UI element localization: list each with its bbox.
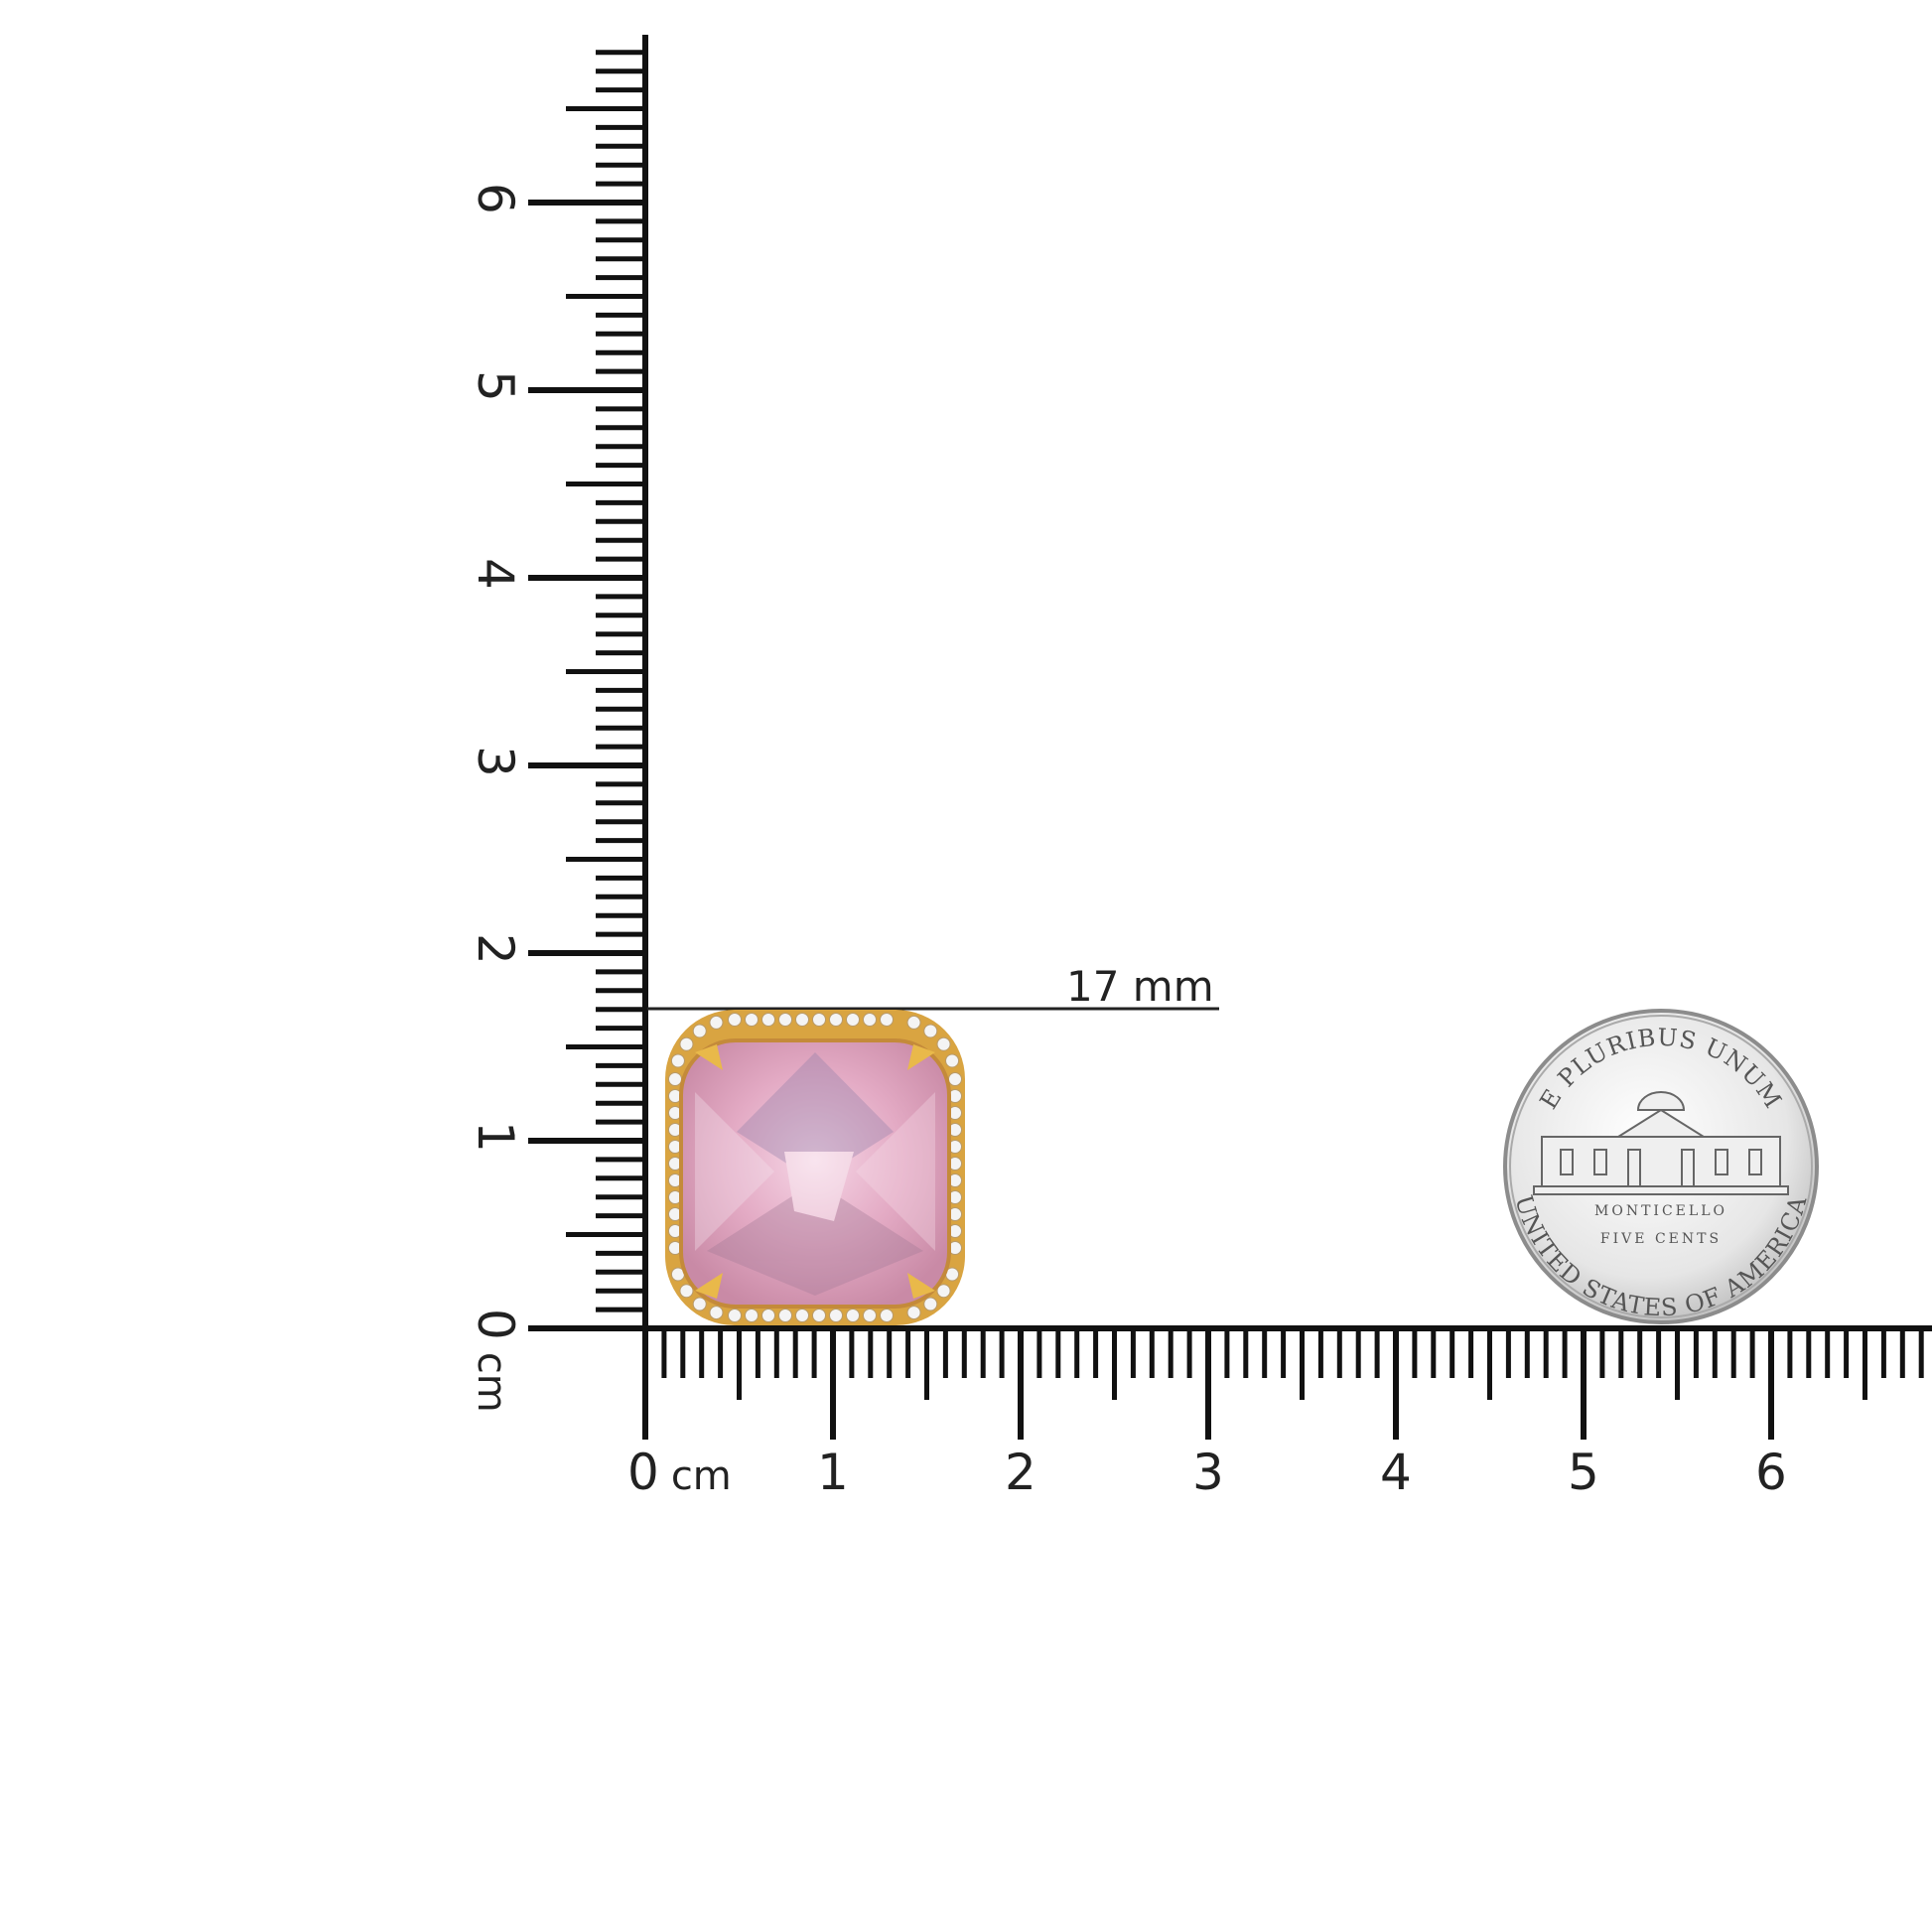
halo-diamond: [692, 1024, 707, 1038]
halo-diamond: [761, 1013, 775, 1027]
halo-diamond: [880, 1309, 894, 1322]
horizontal-ruler-label: 0 cm: [627, 1444, 732, 1501]
halo-diamond: [846, 1309, 860, 1322]
pink-gemstone: [679, 1038, 951, 1309]
halo-diamond: [778, 1013, 792, 1027]
halo-diamond: [829, 1013, 843, 1027]
monticello-building: [1533, 1091, 1789, 1195]
prong: [907, 1273, 935, 1299]
coin-denomination: FIVE CENTS: [1600, 1231, 1722, 1247]
horizontal-ruler: [642, 1325, 1932, 1440]
halo-diamond: [709, 1015, 724, 1030]
gem-facets: [695, 1052, 935, 1296]
halo-diamond: [829, 1309, 843, 1322]
halo-diamond: [880, 1013, 894, 1027]
halo-diamond: [863, 1013, 877, 1027]
halo-diamond: [670, 1053, 685, 1068]
halo-diamond: [846, 1013, 860, 1027]
nickel-coin: E PLURIBUS UNUM MONTICELLO FIVE CENTS UN…: [1503, 1009, 1819, 1324]
vertical-ruler-label: 0cm: [467, 1309, 524, 1413]
halo-diamond: [761, 1309, 775, 1322]
vertical-ruler-label: 5: [467, 370, 524, 402]
vertical-ruler-label: 4: [467, 558, 524, 590]
halo-diamond: [795, 1013, 809, 1027]
halo-diamond: [679, 1036, 694, 1051]
halo-diamond: [936, 1284, 951, 1299]
prong: [907, 1044, 935, 1070]
halo-diamond: [945, 1053, 960, 1068]
halo-diamond: [668, 1072, 682, 1086]
halo-diamond: [692, 1297, 707, 1311]
halo-diamond: [728, 1309, 742, 1322]
vertical-ruler-label: 6: [467, 183, 524, 214]
halo-diamond: [812, 1013, 826, 1027]
halo-diamond: [709, 1306, 724, 1320]
vertical-ruler-labels: 0cm 1 2 3 4 5 6: [467, 183, 524, 1413]
halo-diamond: [923, 1297, 938, 1311]
horizontal-ruler-label: 5: [1568, 1444, 1599, 1501]
horizontal-ruler-labels: 0 cm 1 2 3 4 5 6: [627, 1444, 1787, 1501]
vertical-ruler-label: 1: [467, 1121, 524, 1153]
horizontal-ruler-label: 3: [1192, 1444, 1224, 1501]
horizontal-ruler-label: 2: [1005, 1444, 1036, 1501]
vertical-ruler-label: 3: [467, 746, 524, 777]
horizontal-ruler-label: 1: [817, 1444, 849, 1501]
halo-diamond: [936, 1036, 951, 1051]
halo-diamond: [745, 1013, 759, 1027]
vertical-ruler-label: 2: [467, 933, 524, 965]
halo-diamond: [745, 1309, 759, 1322]
prong: [695, 1044, 723, 1070]
diamond-halo: [668, 1013, 962, 1322]
halo-diamond: [906, 1306, 921, 1320]
halo-diamond: [923, 1024, 938, 1038]
halo-diamond: [778, 1309, 792, 1322]
dimension-label: 17 mm: [1066, 962, 1214, 1011]
gemstone-ring: [665, 1010, 965, 1325]
vertical-ruler: [528, 35, 648, 1331]
horizontal-ruler-label: 6: [1755, 1444, 1787, 1501]
halo-diamond: [728, 1013, 742, 1027]
halo-diamond: [863, 1309, 877, 1322]
dimension-marker: 17 mm: [647, 962, 1219, 1011]
prong: [695, 1273, 723, 1299]
halo-diamond: [948, 1072, 962, 1086]
halo-diamond: [795, 1309, 809, 1322]
halo-diamond: [812, 1309, 826, 1322]
horizontal-ruler-label: 4: [1380, 1444, 1412, 1501]
coin-building-name: MONTICELLO: [1594, 1203, 1727, 1219]
halo-diamond: [906, 1015, 921, 1030]
halo-diamond: [679, 1284, 694, 1299]
